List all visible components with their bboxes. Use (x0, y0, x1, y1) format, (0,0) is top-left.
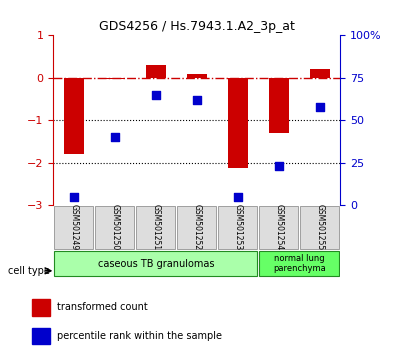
FancyBboxPatch shape (258, 206, 298, 249)
Text: GSM501252: GSM501252 (192, 204, 201, 251)
Text: GSM501249: GSM501249 (69, 204, 78, 251)
FancyBboxPatch shape (258, 251, 339, 276)
Point (111, 135, 118, 140)
Text: GSM501254: GSM501254 (274, 204, 283, 251)
Bar (186, 74, 207, 78)
Bar (31, 327, 50, 344)
Text: GSM501255: GSM501255 (315, 204, 324, 251)
Title: GDS4256 / Hs.7943.1.A2_3p_at: GDS4256 / Hs.7943.1.A2_3p_at (99, 20, 294, 33)
Text: GSM501253: GSM501253 (233, 204, 242, 251)
Text: GSM501250: GSM501250 (110, 204, 119, 251)
Bar (104, 78, 125, 79)
Point (275, 164, 281, 169)
Text: percentile rank within the sample: percentile rank within the sample (57, 331, 222, 341)
Point (70, 194, 77, 200)
Bar (268, 78, 288, 133)
Bar (227, 78, 247, 168)
Point (193, 97, 200, 103)
Bar (309, 69, 329, 78)
Point (316, 104, 322, 110)
Bar (31, 299, 50, 315)
Point (152, 92, 159, 98)
Text: normal lung
parenchyma: normal lung parenchyma (272, 254, 325, 273)
Bar (145, 65, 166, 78)
Point (234, 194, 240, 200)
FancyBboxPatch shape (54, 206, 93, 249)
Text: GSM501251: GSM501251 (151, 204, 160, 251)
FancyBboxPatch shape (177, 206, 216, 249)
FancyBboxPatch shape (136, 206, 175, 249)
FancyBboxPatch shape (95, 206, 134, 249)
FancyBboxPatch shape (218, 206, 257, 249)
FancyBboxPatch shape (54, 251, 257, 276)
FancyBboxPatch shape (299, 206, 339, 249)
Bar (63, 78, 84, 154)
Text: caseous TB granulomas: caseous TB granulomas (97, 259, 213, 269)
Text: cell type: cell type (8, 266, 50, 276)
Text: transformed count: transformed count (57, 302, 148, 312)
